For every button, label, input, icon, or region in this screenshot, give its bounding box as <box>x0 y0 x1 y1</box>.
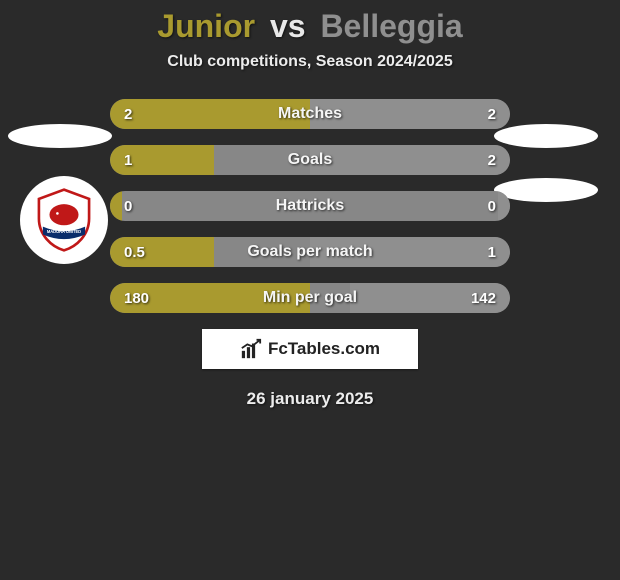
stat-label: Matches <box>110 99 510 129</box>
watermark: FcTables.com <box>202 329 418 369</box>
stat-row: 22Matches <box>110 99 510 129</box>
crest-band-text: MADURA UNITED <box>47 229 81 234</box>
crest-icon: MADURA UNITED <box>31 187 97 253</box>
stat-row: 12Goals <box>110 145 510 175</box>
subtitle: Club competitions, Season 2024/2025 <box>0 53 620 71</box>
stat-row: 00Hattricks <box>110 191 510 221</box>
vs-text: vs <box>270 8 306 44</box>
stat-label: Min per goal <box>110 283 510 313</box>
comparison-card: Junior vs Belleggia Club competitions, S… <box>0 0 620 409</box>
watermark-text: FcTables.com <box>268 339 380 359</box>
stat-row: 180142Min per goal <box>110 283 510 313</box>
stat-row: 0.51Goals per match <box>110 237 510 267</box>
stat-label: Goals <box>110 145 510 175</box>
chart-icon <box>240 338 262 360</box>
date-text: 26 january 2025 <box>0 389 620 409</box>
club-crest: MADURA UNITED <box>20 176 108 264</box>
left-placeholder-ellipse <box>8 124 112 148</box>
stat-bars: 22Matches 12Goals 00Hattricks 0.51Goals per… <box>110 99 510 313</box>
title: Junior vs Belleggia <box>0 8 620 45</box>
stat-label: Goals per match <box>110 237 510 267</box>
player1-name: Junior <box>157 8 255 44</box>
stat-label: Hattricks <box>110 191 510 221</box>
player2-name: Belleggia <box>320 8 462 44</box>
